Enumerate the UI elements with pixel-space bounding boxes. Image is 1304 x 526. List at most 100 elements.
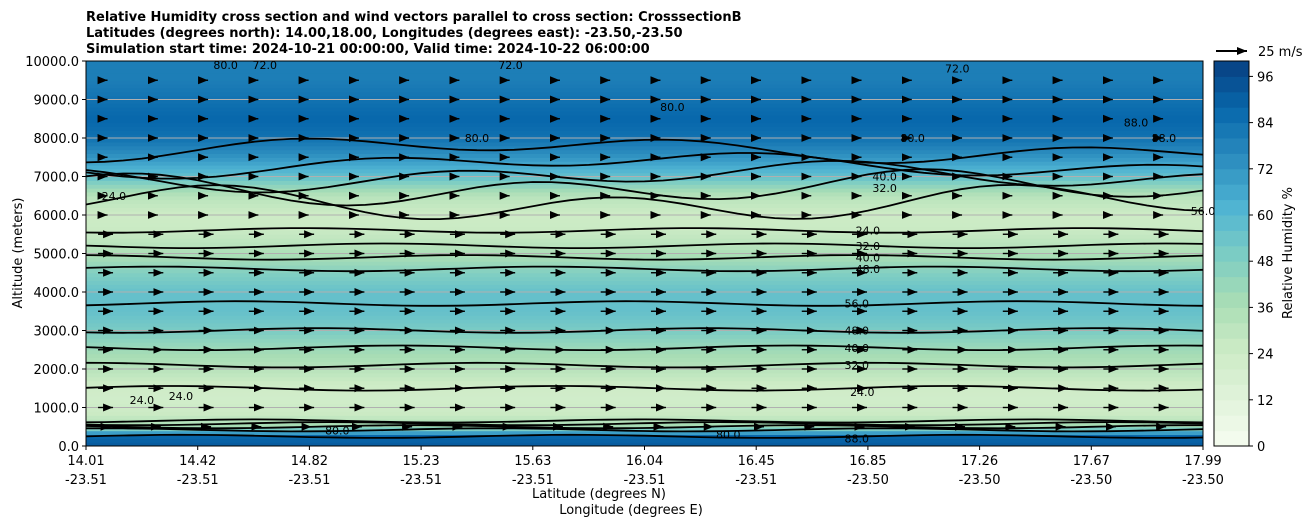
- contour-label: 24.0: [130, 394, 155, 407]
- contour-label: 24.0: [850, 386, 875, 399]
- contour-line: [86, 427, 1203, 433]
- contour-line: [86, 152, 1203, 180]
- rh-band: [86, 272, 1203, 278]
- rh-band: [86, 357, 1203, 362]
- rh-band: [86, 361, 1203, 366]
- rh-band: [86, 268, 1203, 274]
- rh-band: [86, 245, 1203, 251]
- colorbar-frame: [1213, 60, 1250, 447]
- colorbar-band: [1214, 184, 1249, 201]
- contour-label: 80.0: [900, 132, 925, 145]
- colorbar-tick-label: 60: [1257, 209, 1274, 224]
- contour-label: 56.0: [844, 298, 869, 311]
- rh-band: [86, 184, 1203, 189]
- rh-band: [86, 388, 1203, 393]
- y-tick-label: 3000.0: [34, 325, 80, 340]
- horizontal-gridlines: [86, 99, 1203, 408]
- colorbar-band: [1214, 199, 1249, 216]
- colorbar-band: [1214, 230, 1249, 247]
- rh-band: [86, 372, 1203, 378]
- contour-label: 32.0: [856, 240, 881, 253]
- contour-line: [86, 137, 1203, 165]
- rh-band: [86, 330, 1203, 335]
- contour-label: 24.0: [102, 190, 127, 203]
- contour-label: 88.0: [844, 432, 869, 445]
- contour-label: 48.0: [856, 263, 881, 276]
- rh-band: [86, 284, 1203, 289]
- rh-band: [86, 342, 1203, 347]
- chart-title-line-2: Latitudes (degrees north): 14.00,18.00, …: [86, 26, 683, 41]
- x-axis-label: Latitude (degrees N): [532, 487, 666, 502]
- colorbar-band: [1214, 61, 1249, 77]
- contour-line: [86, 300, 1203, 307]
- contour-label: 32.0: [872, 182, 897, 195]
- x-tick-lon: -23.51: [512, 473, 554, 488]
- rh-band: [86, 153, 1203, 158]
- rh-band: [86, 118, 1203, 124]
- rh-band: [86, 199, 1203, 205]
- colorbar-band: [1214, 338, 1249, 355]
- rh-band: [86, 91, 1203, 97]
- rh-band: [86, 345, 1203, 351]
- rh-band: [86, 422, 1203, 428]
- colorbar-band: [1214, 215, 1249, 231]
- colorbar-tick-label: 24: [1257, 348, 1274, 363]
- contour-label: 40.0: [844, 342, 869, 355]
- rh-band: [86, 215, 1203, 220]
- wind-vectors: [97, 76, 1169, 431]
- colorbar-ticks: 0 12 24 36 48 60 72 84 96: [1249, 70, 1274, 455]
- rh-band: [86, 103, 1203, 108]
- rh-band: [86, 253, 1203, 258]
- rh-band: [86, 145, 1203, 151]
- colorbar: 0 12 24 36 48 60 72 84 96 Relative Humidity %: [1213, 60, 1296, 455]
- x-tick-lat: 14.42: [179, 454, 216, 469]
- quiver-key: 25 m/s: [1216, 45, 1303, 60]
- rh-band: [86, 222, 1203, 228]
- y-tick-label: 8000.0: [34, 132, 80, 147]
- colorbar-tick-label: 72: [1257, 163, 1274, 178]
- x-axis-ticks: 14.01 -23.51 14.42 -23.51 14.82 -23.51 15.23 -2…: [65, 446, 1224, 488]
- colorbar-band: [1214, 91, 1249, 108]
- contour-label: 24.0: [169, 390, 194, 403]
- rh-band: [86, 141, 1203, 147]
- rh-band: [86, 72, 1203, 77]
- rh-band: [86, 292, 1203, 297]
- rh-band: [86, 288, 1203, 293]
- rh-band: [86, 395, 1203, 401]
- y-tick-label: 0.0: [58, 440, 79, 455]
- contour-line: [86, 254, 1203, 261]
- rh-band: [86, 322, 1203, 328]
- rh-band: [86, 407, 1203, 412]
- rh-band: [86, 399, 1203, 405]
- x-tick-lat: 14.82: [291, 454, 328, 469]
- y-tick-label: 5000.0: [34, 248, 80, 263]
- colorbar-band: [1214, 153, 1249, 170]
- rh-band: [86, 176, 1203, 181]
- rh-band: [86, 276, 1203, 282]
- rh-band: [86, 134, 1203, 139]
- rh-band: [86, 230, 1203, 235]
- rh-band: [86, 411, 1203, 416]
- x-tick-lon: -23.51: [288, 473, 330, 488]
- colorbar-band: [1214, 369, 1249, 385]
- rh-band: [86, 261, 1203, 266]
- y-tick-label: 2000.0: [34, 363, 80, 378]
- rh-band: [86, 218, 1203, 224]
- rh-band: [86, 80, 1203, 85]
- x-tick-lat: 16.85: [849, 454, 886, 469]
- colorbar-tick-label: 48: [1257, 255, 1274, 270]
- contour-labels: 24.080.080.080.088.088.072.0 72.0 72.080.0…: [102, 59, 1216, 445]
- chart-title-line-1: Relative Humidity cross section and wind…: [86, 10, 742, 25]
- rh-band: [86, 76, 1203, 81]
- y-tick-label: 6000.0: [34, 209, 80, 224]
- rh-band: [86, 238, 1203, 243]
- contour-line: [86, 265, 1203, 273]
- rh-band: [86, 203, 1203, 208]
- rh-band: [86, 376, 1203, 382]
- colorbar-band: [1214, 384, 1249, 401]
- rh-band: [86, 249, 1203, 255]
- rh-band: [86, 234, 1203, 239]
- rh-band: [86, 68, 1203, 74]
- colorbar-band: [1214, 168, 1249, 185]
